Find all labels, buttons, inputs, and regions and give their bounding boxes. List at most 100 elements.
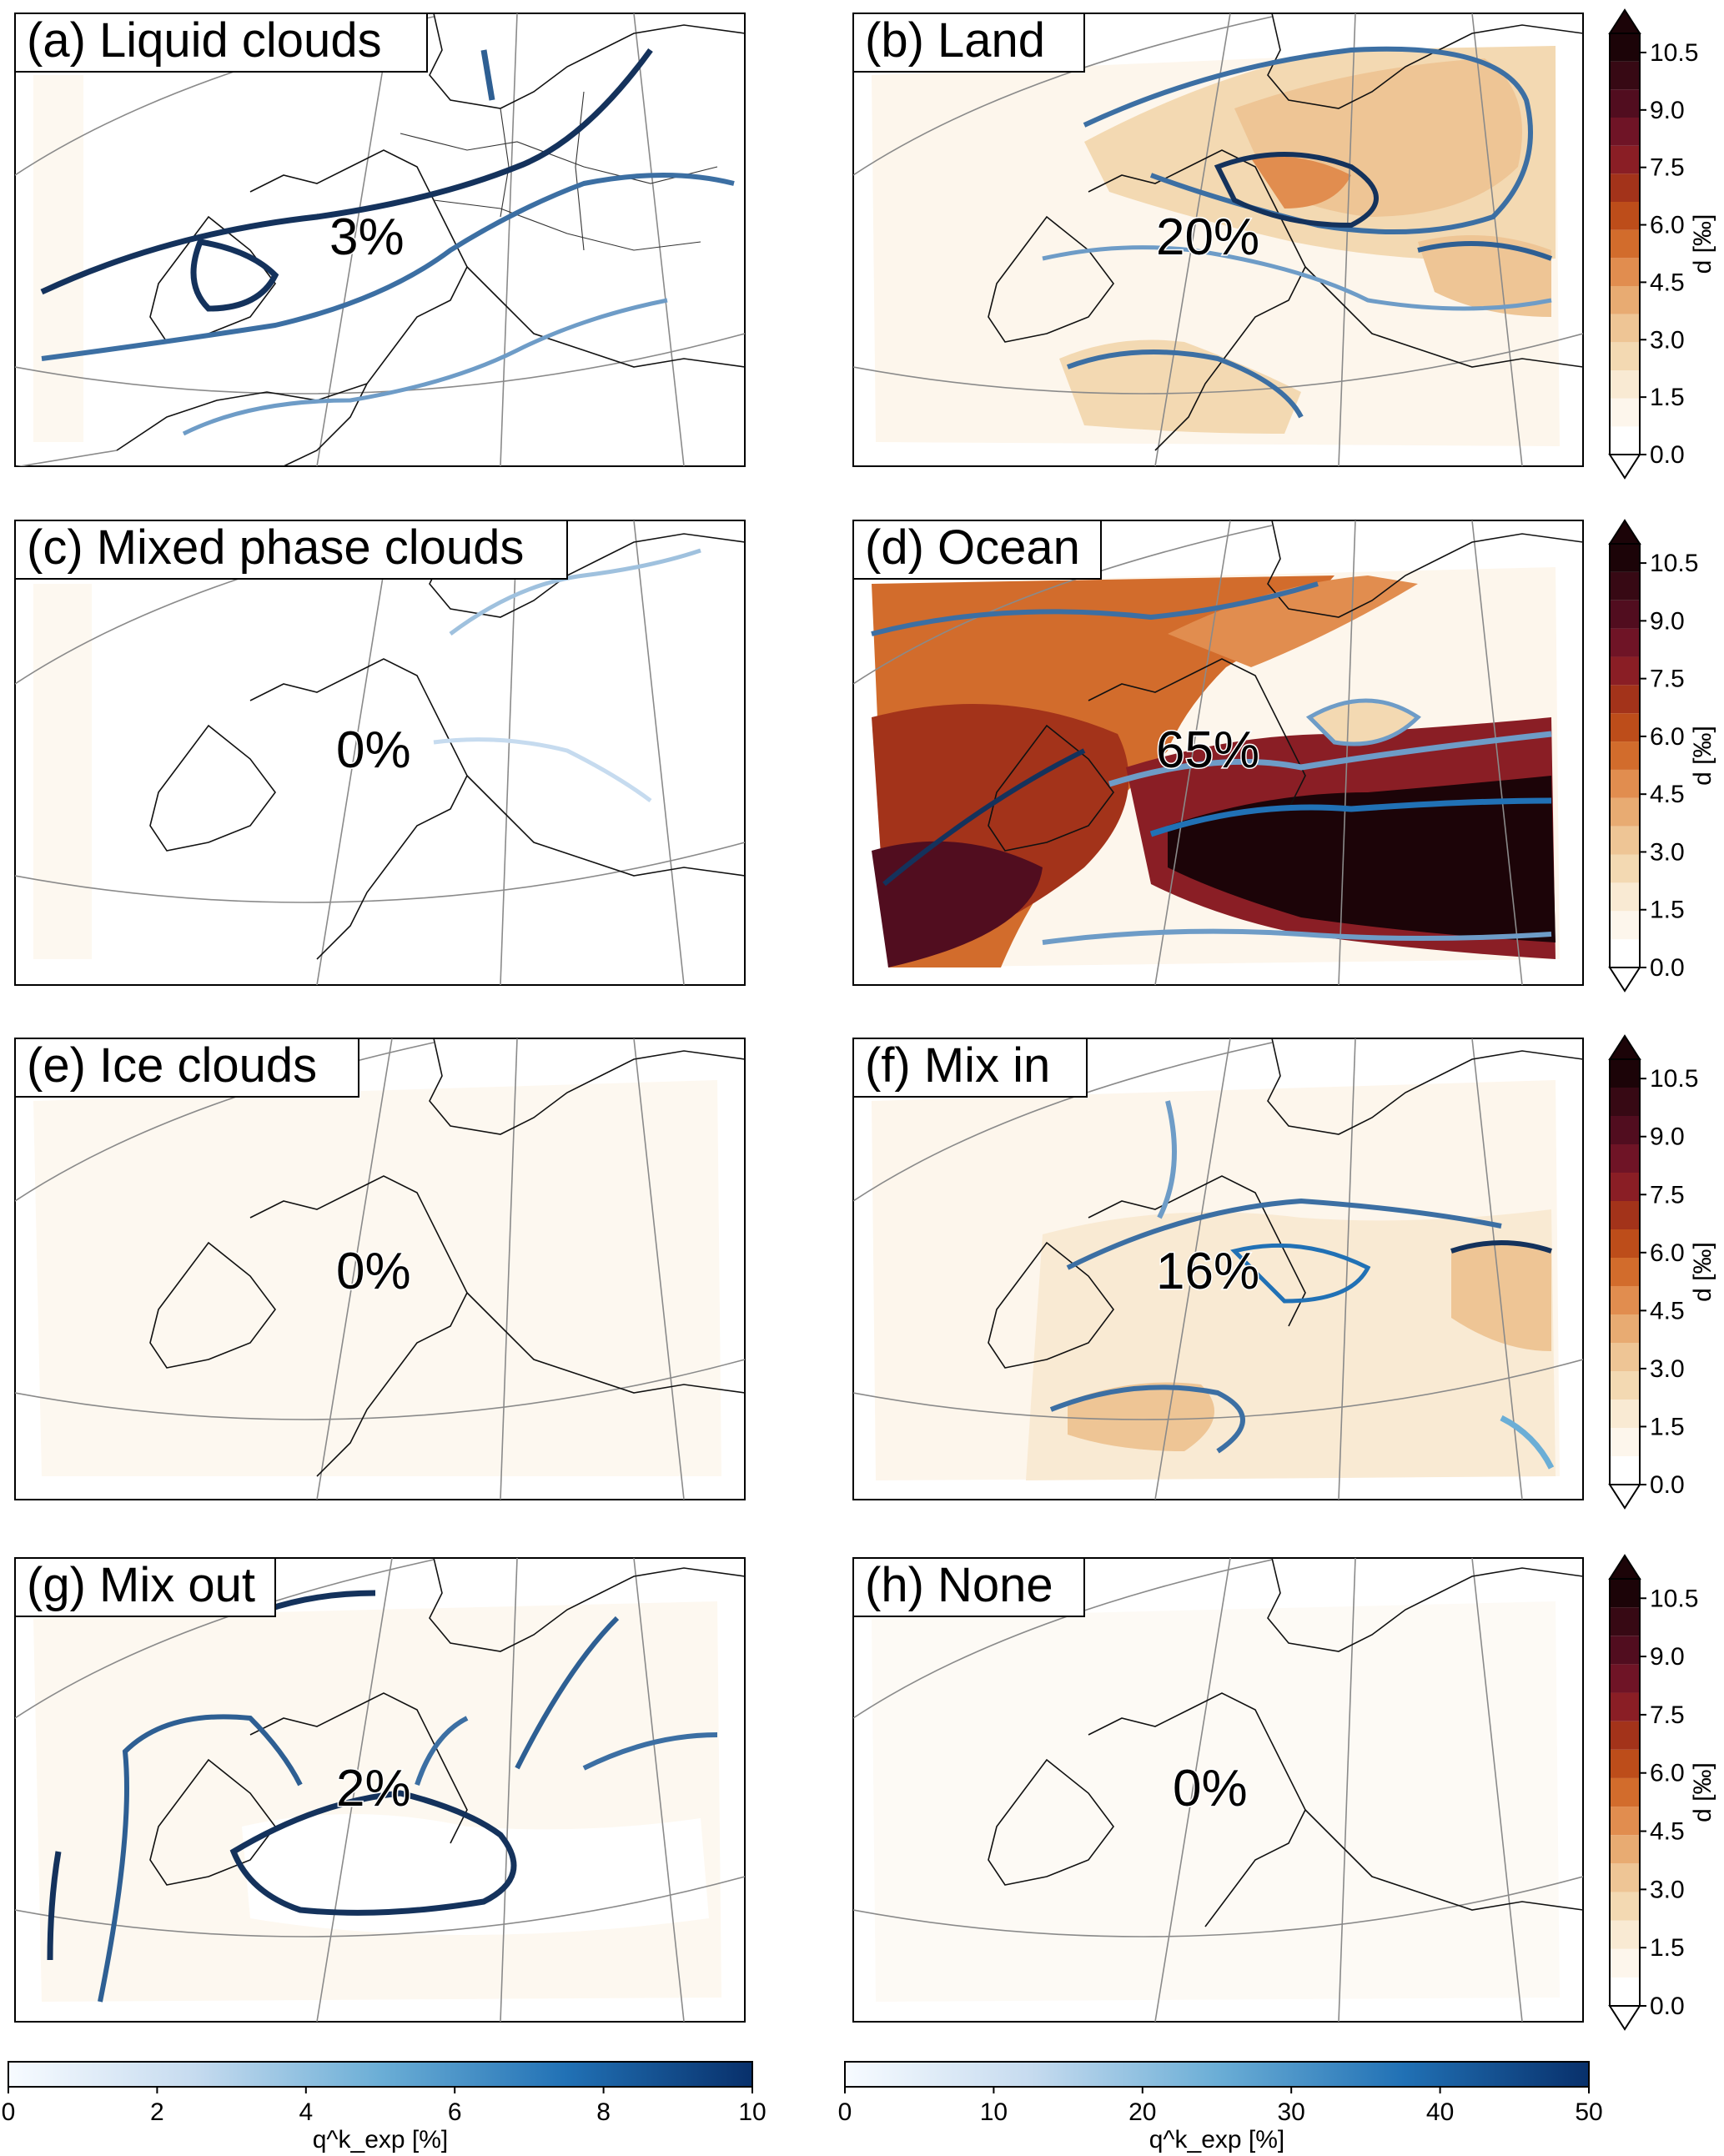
panel-h: (h) None 0% — [852, 1557, 1584, 2023]
fill-colorbar-segment — [1610, 1920, 1640, 1949]
panel-a-map — [15, 13, 745, 466]
panel-g-coastlines — [149, 1558, 745, 1886]
panel-d: (d) Ocean 65% — [852, 520, 1584, 986]
fill-colorbar-extend-min — [1608, 1484, 1641, 1510]
fill-colorbar-tick-label: 10.5 — [1650, 550, 1698, 577]
panel-h-field — [872, 1601, 1560, 2002]
fill-colorbar-segment — [1610, 1948, 1640, 1978]
contour-colorbar-tick-label: 10 — [980, 2098, 1008, 2126]
fill-colorbar-segment — [1610, 202, 1640, 230]
contour-colorbar-left: 0 2 4 6 8 10 q^k_exp [%] — [2, 2061, 767, 2153]
fill-colorbar-segment — [1610, 911, 1640, 940]
panel-g-label: (g) Mix out — [27, 1558, 255, 1612]
fill-colorbar-tick-label: 9.0 — [1650, 607, 1685, 635]
fill-colorbar-tick-label: 1.5 — [1650, 1413, 1685, 1440]
contour-colorbar-tick-label: 30 — [1278, 2098, 1305, 2126]
panel-b: (b) Land 20% — [852, 13, 1584, 467]
fill-colorbar-tick-label: 0.0 — [1650, 1993, 1685, 2020]
fill-colorbar-segment — [1610, 229, 1640, 259]
fill-colorbar-segment — [1610, 1116, 1640, 1144]
fill-colorbar-segment — [1610, 1721, 1640, 1750]
panel-b-label-box — [852, 13, 1085, 73]
panel-d-map — [853, 520, 1583, 985]
panel-e: (e) Ice clouds 0% — [14, 1038, 746, 1500]
fill-colorbar-segment — [1610, 1343, 1640, 1371]
fill-colorbar-segment — [1610, 1777, 1640, 1807]
panel-e-value: 0% — [336, 1243, 411, 1300]
fill-colorbar-segment — [1610, 61, 1640, 90]
fill-colorbar-tick-label: 9.0 — [1650, 1643, 1685, 1671]
panel-f: (f) Mix in 16% — [852, 1038, 1584, 1500]
fill-colorbar-label: d [‰] — [1689, 214, 1716, 274]
contour-colorbar-tick-label: 8 — [596, 2098, 611, 2126]
fill-colorbar-tick-label: 3.0 — [1650, 838, 1685, 866]
fill-colorbar-segment — [1610, 314, 1640, 343]
panel-e-graticule — [15, 1038, 745, 1500]
fill-colorbar-tick-label: 9.0 — [1650, 97, 1685, 124]
fill-colorbar-segment — [1610, 854, 1640, 883]
fill-colorbar-tick-label: 3.0 — [1650, 326, 1685, 354]
fill-colorbar-extend-min — [1608, 967, 1641, 993]
fill-colorbar-tick-label: 0.0 — [1650, 954, 1685, 982]
panel-d-label: (d) Ocean — [865, 520, 1080, 575]
fill-colorbar-segment — [1610, 342, 1640, 370]
fill-colorbar-segment — [1610, 1456, 1640, 1485]
fill-colorbar-tick-label: 10.5 — [1650, 1065, 1698, 1093]
fill-colorbar-segment — [1610, 1892, 1640, 1921]
fill-colorbar-1: 0.0 1.5 3.0 4.5 6.0 7.5 9.0 10.5 d [‰] — [1608, 8, 1716, 480]
panel-d-coastlines — [988, 520, 1583, 852]
fill-colorbar-segment — [1610, 370, 1640, 399]
panel-h-label: (h) None — [865, 1558, 1053, 1612]
panel-h-graticule — [853, 1558, 1583, 2022]
fill-colorbar-segment — [1610, 1636, 1640, 1665]
fill-colorbars: 0.0 1.5 3.0 4.5 6.0 7.5 9.0 10.5 d [‰] 0.0 1.5 3.0 4… — [1608, 8, 1716, 2031]
panel-e-field — [33, 1080, 721, 1476]
panel-b-label: (b) Land — [865, 13, 1045, 68]
fill-colorbar-segment — [1610, 286, 1640, 314]
contour-colorbar-tick-label: 40 — [1426, 2098, 1454, 2126]
fill-colorbar-segment — [1610, 797, 1640, 827]
fill-colorbar-segment — [1610, 1400, 1640, 1428]
panel-d-contours — [871, 581, 1552, 945]
fill-colorbar-segment — [1610, 145, 1640, 174]
contour-colorbar-tick-label: 10 — [738, 2098, 766, 2126]
panel-a-label-box — [14, 13, 428, 73]
fill-colorbar-segment — [1610, 1173, 1640, 1201]
panel-e-label: (e) Ice clouds — [27, 1038, 317, 1093]
fill-colorbar-4: 0.0 1.5 3.0 4.5 6.0 7.5 9.0 10.5 d [‰] — [1608, 1554, 1716, 2031]
panel-f-coastlines — [988, 1038, 1583, 1369]
fill-colorbar-tick-label: 7.5 — [1650, 666, 1685, 693]
panel-c-label-box — [14, 520, 568, 580]
panel-e-coastlines — [149, 1038, 745, 1477]
fill-colorbar-tick-label: 10.5 — [1650, 39, 1698, 67]
panel-g-label-box — [14, 1557, 276, 1617]
fill-colorbar-segment — [1610, 1749, 1640, 1778]
fill-colorbar-segment — [1610, 1692, 1640, 1721]
fill-colorbar-segment — [1610, 1229, 1640, 1258]
fill-colorbar-tick-label: 7.5 — [1650, 1701, 1685, 1729]
fill-colorbar-segment — [1610, 258, 1640, 286]
fill-colorbar-tick-label: 6.0 — [1650, 212, 1685, 239]
fill-colorbar-extend-max — [1608, 519, 1641, 545]
panel-b-contours — [1042, 46, 1553, 419]
contour-colorbar-right-bar — [844, 2061, 1590, 2088]
fill-colorbar-segment — [1610, 1088, 1640, 1116]
panel-c-contours — [433, 548, 701, 803]
fill-colorbar-tick-label: 4.5 — [1650, 1818, 1685, 1846]
contour-colorbar-tick-label: 20 — [1128, 2098, 1156, 2126]
fill-colorbar-segment — [1610, 939, 1640, 967]
fill-colorbar-tick-label: 3.0 — [1650, 1355, 1685, 1383]
fill-colorbar-segment — [1610, 882, 1640, 912]
panel-f-value: 16% — [1156, 1243, 1259, 1300]
panel-a-contours — [40, 48, 735, 436]
panel-e-map — [15, 1038, 745, 1500]
fill-colorbar-segment — [1610, 1807, 1640, 1836]
fill-colorbar-tick-label: 6.0 — [1650, 1239, 1685, 1267]
fill-colorbar-segment — [1610, 1059, 1640, 1088]
fill-colorbar-segment — [1610, 1835, 1640, 1864]
panel-d-value: 65% — [1156, 721, 1259, 779]
fill-colorbar-segment — [1610, 426, 1640, 455]
fill-colorbar-segment — [1610, 1428, 1640, 1456]
fill-colorbar-3: 0.0 1.5 3.0 4.5 6.0 7.5 9.0 10.5 d [‰] — [1608, 1034, 1716, 1510]
